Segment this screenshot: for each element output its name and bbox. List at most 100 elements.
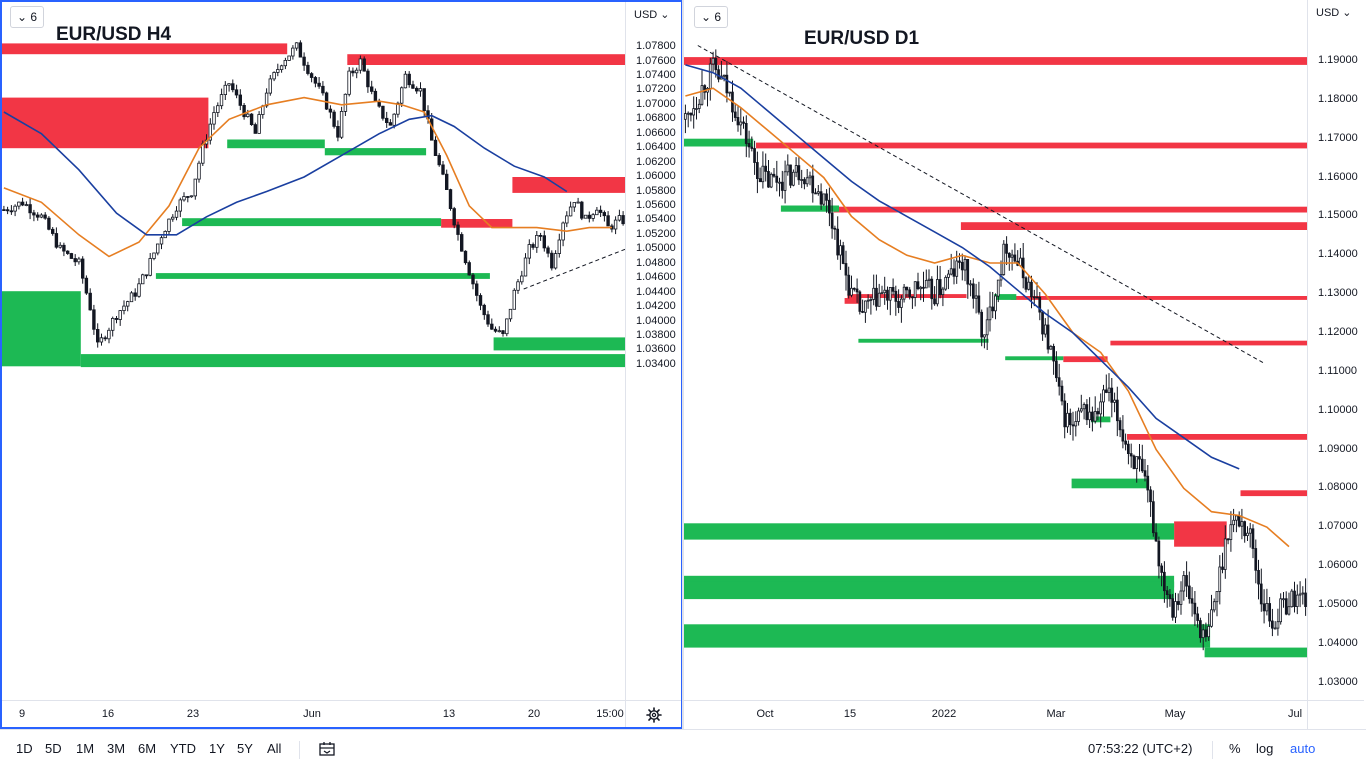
date-range-icon[interactable] — [318, 741, 336, 757]
range-ytd-button[interactable]: YTD — [170, 741, 196, 756]
price-tick-label: 1.05000 — [1318, 597, 1358, 610]
candle-body — [786, 164, 790, 173]
candle-body — [905, 286, 909, 291]
time-tick-label: 23 — [186, 708, 200, 720]
range-5y-button[interactable]: 5Y — [237, 741, 253, 756]
candle-body — [107, 329, 111, 340]
candle-body — [941, 288, 945, 296]
chart-canvas-d1[interactable] — [684, 0, 1307, 700]
range-1y-button[interactable]: 1Y — [209, 741, 225, 756]
candle-body — [1295, 594, 1299, 607]
supply-zone — [960, 222, 1307, 230]
demand-zone — [684, 523, 1175, 540]
candle-body — [933, 298, 936, 305]
candle-body — [1204, 629, 1208, 638]
candle-body — [935, 279, 939, 305]
candle-body — [1049, 345, 1053, 350]
price-axis-d1[interactable]: USD ⌄ 1.19000 1.18000 1.17000 1.16000 1.1500… — [1307, 0, 1364, 700]
interval-button-d1[interactable]: ⌄ 6 — [694, 6, 729, 28]
candle-body — [418, 88, 423, 92]
candle-body — [197, 162, 201, 180]
candle-body — [553, 253, 558, 269]
candle-body — [216, 105, 220, 113]
clock-display[interactable]: 07:53:22 (UTC+2) — [1088, 741, 1193, 756]
price-tick-label: 1.03800 — [636, 329, 676, 341]
candle-body — [969, 283, 972, 286]
candle-body — [92, 309, 96, 330]
candle-body — [960, 261, 964, 271]
range-1m-button[interactable]: 1M — [76, 741, 95, 756]
currency-button[interactable]: USD ⌄ — [634, 8, 670, 21]
candle-body — [51, 228, 55, 234]
candle-body — [1240, 521, 1244, 527]
candle-body — [129, 292, 134, 303]
candle-body — [32, 212, 36, 216]
candle-body — [1068, 412, 1072, 426]
candle-body — [414, 87, 419, 92]
percent-scale-button[interactable]: % — [1229, 741, 1241, 756]
auto-scale-button[interactable]: auto — [1290, 741, 1316, 756]
demand-zone — [684, 138, 754, 147]
candle-body — [486, 314, 490, 325]
price-tick-label: 1.03000 — [1318, 675, 1358, 688]
candle-body — [1154, 532, 1158, 542]
candle-body — [725, 74, 729, 94]
range-1d-button[interactable]: 1D — [16, 741, 33, 756]
candle-body — [1276, 621, 1280, 629]
currency-label: USD — [634, 9, 658, 21]
chart-plot-d1[interactable] — [684, 0, 1307, 700]
range-3m-button[interactable]: 3M — [107, 741, 126, 756]
price-tick-label: 1.06000 — [1318, 559, 1358, 571]
candle-body — [1185, 575, 1188, 587]
interval-button-h4[interactable]: ⌄ 6 — [10, 6, 45, 28]
candle-body — [328, 108, 333, 113]
range-5d-button[interactable]: 5D — [45, 741, 62, 756]
candle-body — [1054, 360, 1058, 379]
range-6m-button[interactable]: 6M — [138, 741, 157, 756]
candle-body — [613, 219, 618, 230]
candle-body — [783, 171, 787, 191]
price-axis-h4[interactable]: USD ⌄ 1.07800 1.07600 1.07400 1.07200 1.0700… — [625, 2, 682, 700]
candle-body — [894, 290, 898, 302]
panel-divider[interactable] — [682, 0, 684, 729]
candle-body — [947, 273, 950, 278]
candle-body — [1223, 538, 1227, 570]
candle-body — [99, 337, 104, 343]
candle-body — [1038, 296, 1042, 313]
chart-plot-h4[interactable] — [2, 2, 625, 700]
chart-title-d1: EUR/USD D1 — [804, 28, 920, 49]
candle-body — [919, 286, 923, 290]
candle-body — [700, 85, 704, 105]
range-all-button[interactable]: All — [267, 741, 282, 756]
candle-body — [1104, 389, 1108, 393]
candle-body — [1221, 566, 1224, 570]
candle-body — [1287, 606, 1291, 615]
candle-body — [869, 298, 873, 301]
candle-body — [916, 281, 920, 290]
candle-body — [1079, 408, 1083, 412]
chart-canvas-h4[interactable] — [2, 2, 625, 700]
gear-icon[interactable] — [646, 707, 662, 723]
candle-body — [872, 287, 875, 300]
currency-button[interactable]: USD ⌄ — [1316, 6, 1352, 19]
price-tick-label: 1.07200 — [636, 83, 676, 96]
price-tick-label: 1.07000 — [636, 97, 676, 110]
candle-body — [332, 111, 336, 127]
candle-body — [238, 94, 242, 106]
time-axis-h4[interactable]: 9 16 23 Jun 13 20 15:00 — [2, 700, 625, 729]
candle-body — [43, 214, 47, 219]
candle-body — [1002, 243, 1006, 275]
supply-zone — [1174, 521, 1227, 547]
price-tick-label: 1.04800 — [636, 256, 676, 269]
time-axis-d1[interactable]: Oct 15 2022 Mar May Jul — [684, 700, 1307, 729]
price-tick-label: 1.06800 — [636, 112, 676, 125]
demand-zone — [155, 273, 490, 279]
candle-body — [772, 173, 776, 177]
candle-body — [1268, 603, 1272, 622]
log-scale-button[interactable]: log — [1256, 741, 1274, 756]
chart-panel-d1[interactable]: ⌄ 6 EUR/USD D1 USD ⌄ 1.19000 1.18000 1.170… — [684, 0, 1366, 729]
candle-body — [1149, 489, 1152, 503]
chart-panel-h4[interactable]: ⌄ 6 EUR/USD H4 USD ⌄ 1.07800 1.07600 1.074… — [0, 0, 683, 729]
candle-body — [291, 47, 295, 57]
candle-body — [358, 58, 363, 71]
